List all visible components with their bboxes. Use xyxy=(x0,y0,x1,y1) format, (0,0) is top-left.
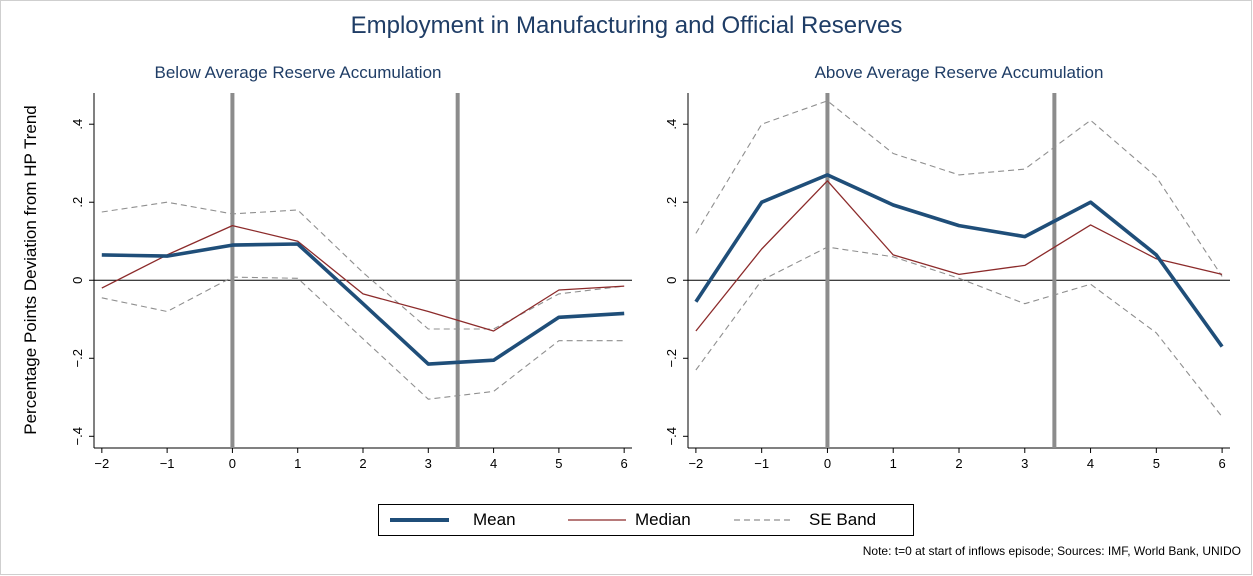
panel2-x-tick-label: 2 xyxy=(955,456,962,471)
panel-left-title: Below Average Reserve Accumulation xyxy=(154,63,442,82)
panel2-y-tick-label: .2 xyxy=(664,197,679,208)
panel1-x-tick-label: 6 xyxy=(621,456,628,471)
panel2-x-tick-label: 3 xyxy=(1021,456,1028,471)
panel2-x-tick-label: 4 xyxy=(1087,456,1094,471)
panel1-x-tick-label: 1 xyxy=(294,456,301,471)
panel1-y-tick-label: 0 xyxy=(70,277,85,284)
panel2-x-tick-label: −1 xyxy=(754,456,769,471)
legend: Mean Median SE Band xyxy=(378,504,914,536)
panel2-y-tick-label: −.2 xyxy=(664,349,679,367)
panel1-x-tick-label: −1 xyxy=(160,456,175,471)
panel1-x-tick-label: 0 xyxy=(229,456,236,471)
panel1-y-tick-label: .2 xyxy=(70,197,85,208)
panel2-x-tick-label: 5 xyxy=(1153,456,1160,471)
chart-title: Employment in Manufacturing and Official… xyxy=(350,12,903,39)
panel2-x-tick-label: 6 xyxy=(1218,456,1225,471)
panel1-y-tick-label: −.4 xyxy=(70,427,85,445)
panel2-x-tick-label: 1 xyxy=(890,456,897,471)
panel-right-title: Above Average Reserve Accumulation xyxy=(814,63,1104,82)
panel2-y-tick-label: −.4 xyxy=(664,427,679,445)
panel1-x-tick-label: −2 xyxy=(94,456,109,471)
panel1-x-tick-label: 3 xyxy=(425,456,432,471)
panel2-series-mean xyxy=(694,173,1224,348)
panel1-series-se-upper xyxy=(101,201,625,330)
panel2-y-tick-label: 0 xyxy=(664,277,679,284)
panel2-x-tick-label: −2 xyxy=(688,456,703,471)
panel2-series-se-upper xyxy=(695,100,1223,277)
legend-label-median: Median xyxy=(635,510,691,529)
panel1-series-se-lower xyxy=(101,276,625,400)
panel2-y-tick-label: .4 xyxy=(664,119,679,130)
panel1-series-mean xyxy=(101,242,625,366)
legend-label-se-band: SE Band xyxy=(809,510,877,529)
panel1-x-tick-label: 4 xyxy=(490,456,497,471)
panel1-series-median xyxy=(101,224,625,332)
source-note: Note: t=0 at start of inflows episode; S… xyxy=(862,544,1241,558)
panel1-x-tick-label: 2 xyxy=(359,456,366,471)
panel1-y-tick-label: .4 xyxy=(70,119,85,130)
chart-canvas: .4 .2 0 −.2 −.4 −2 −1 0 1 2 3 4 5 6 .4 .2 0 −.2 −.4 −2 −1 0 1 2… xyxy=(70,93,1230,471)
panel2-series-se-lower xyxy=(695,246,1223,418)
panel1-y-tick-label: −.2 xyxy=(70,349,85,367)
panel1-x-tick-label: 5 xyxy=(555,456,562,471)
panel2-series-median xyxy=(695,180,1223,332)
legend-swatches xyxy=(390,518,792,522)
legend-label-mean: Mean xyxy=(473,510,516,529)
panel2-x-tick-label: 0 xyxy=(824,456,831,471)
